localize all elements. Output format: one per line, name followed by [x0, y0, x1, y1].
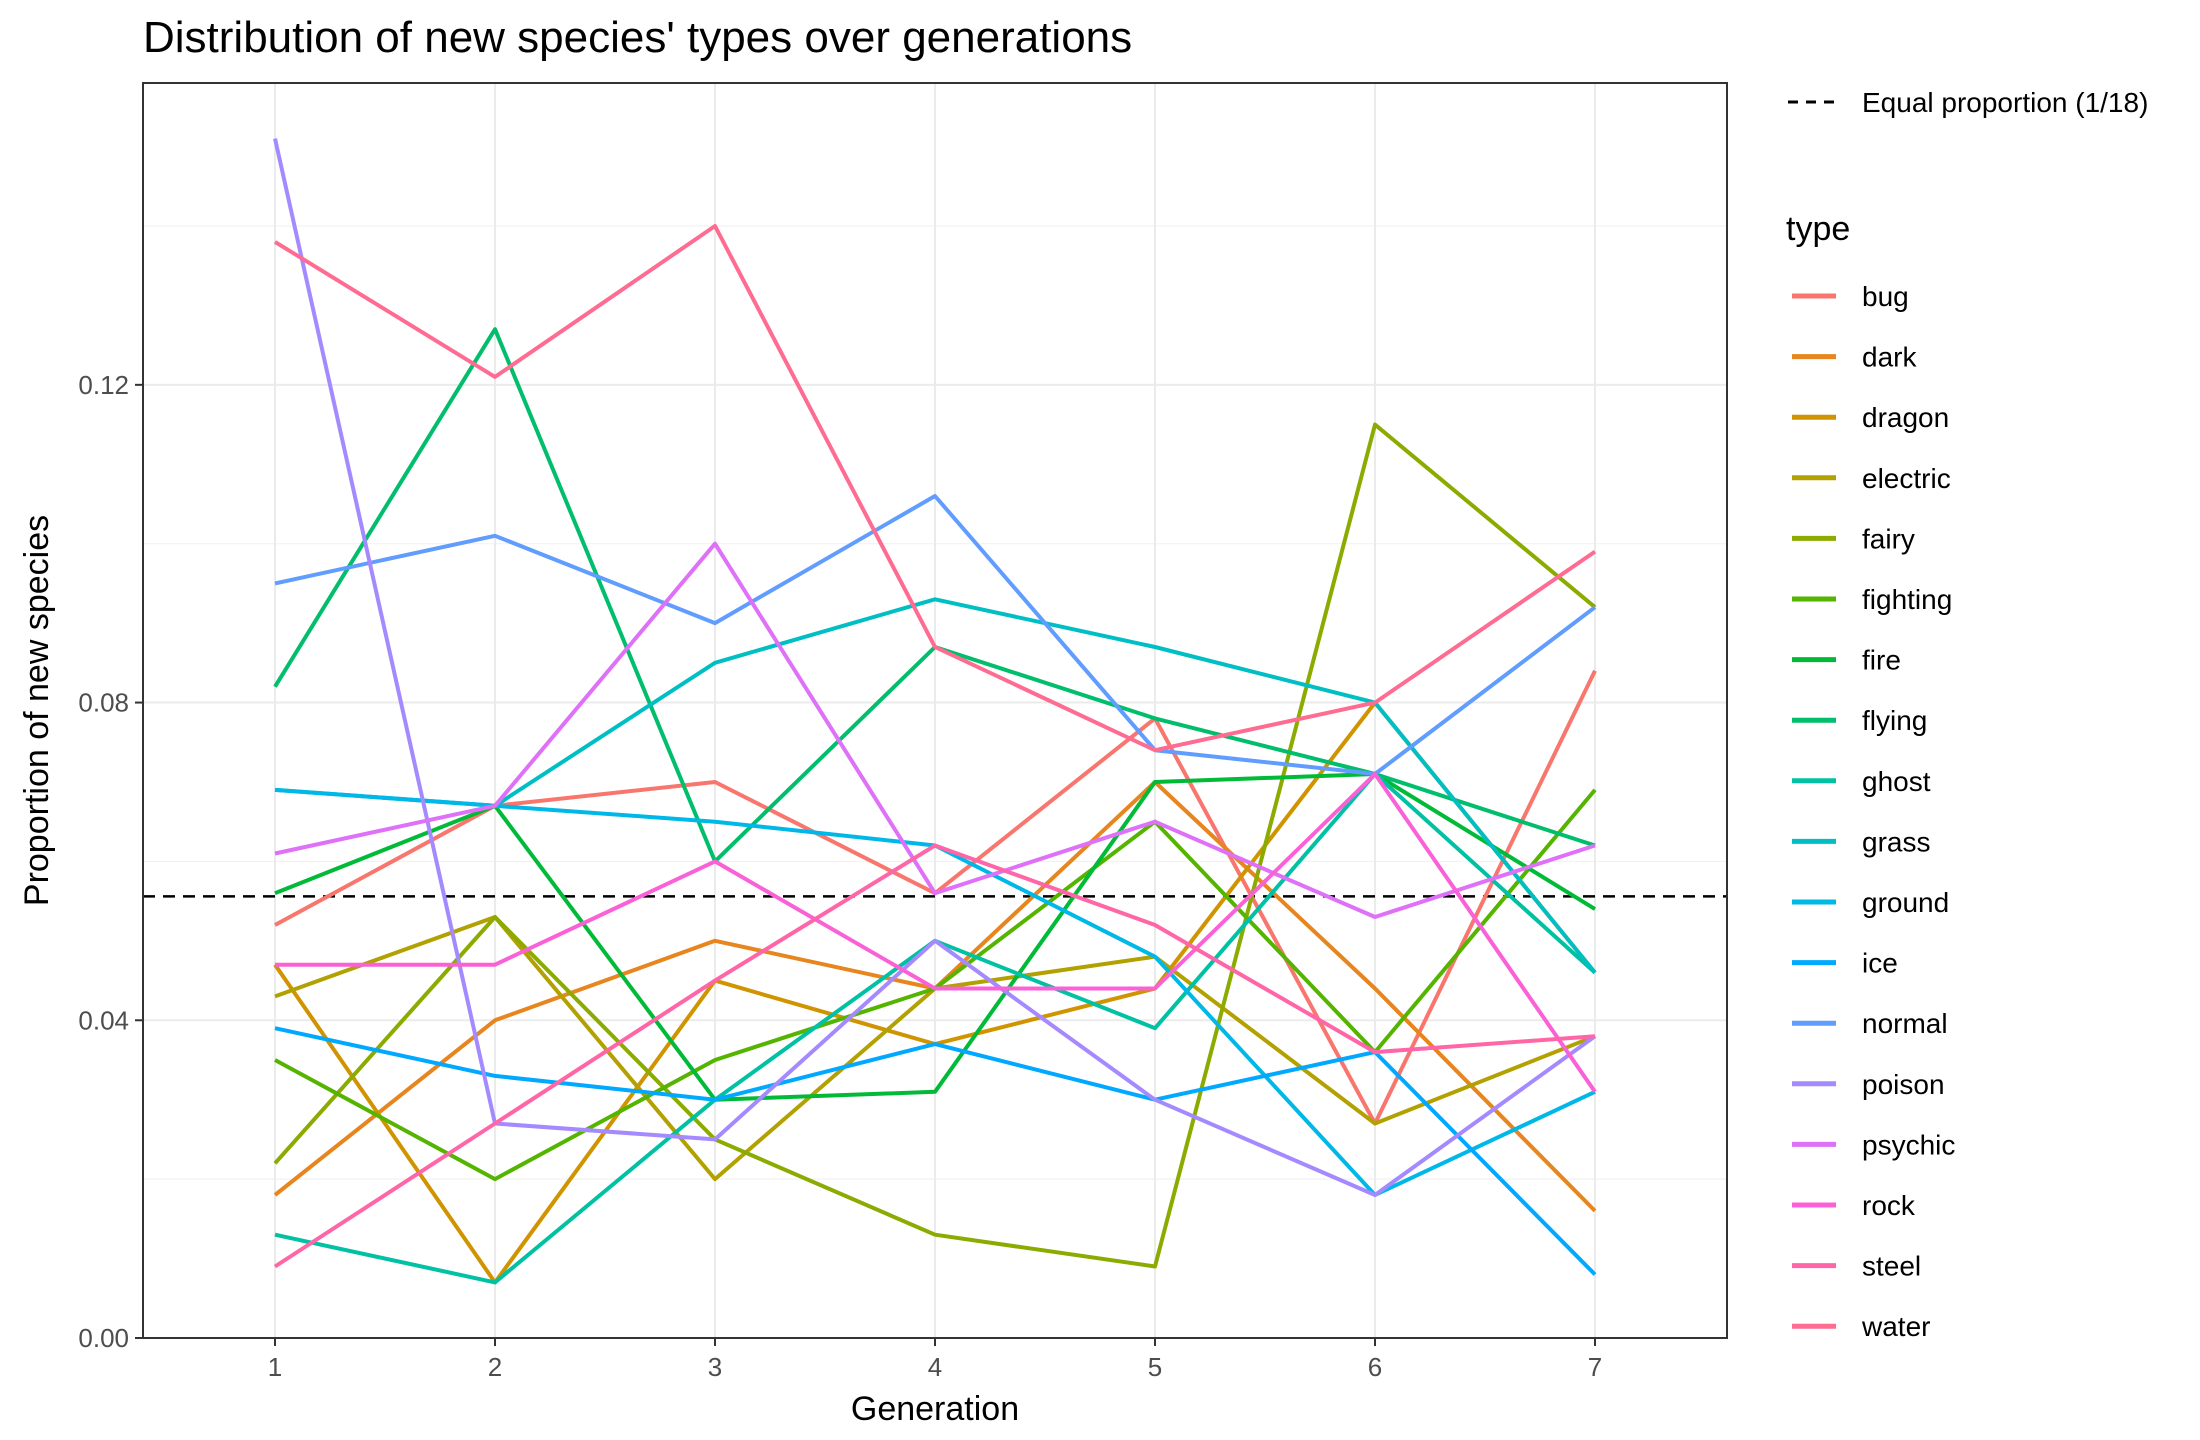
plot-panel	[142, 82, 1728, 1339]
legend-label-grass: grass	[1862, 826, 1930, 857]
legend: Equal proportion (1/18) type bug dark drag…	[1786, 87, 2148, 1342]
x-tick-label: 5	[1148, 1352, 1162, 1382]
legend-reference-line: Equal proportion (1/18)	[1788, 87, 2148, 118]
series-line-psychic	[274, 541, 1596, 919]
chart-title: Distribution of new species' types over …	[143, 13, 1132, 62]
series-line-fairy	[273, 422, 1597, 1269]
legend-label-electric: electric	[1862, 463, 1951, 494]
series-line-steel	[273, 843, 1596, 1269]
y-tick-label: 0.04	[78, 1005, 129, 1035]
series-line-water	[273, 224, 1597, 753]
legend-title: type	[1786, 210, 1850, 248]
x-axis: 1 2 3 4 5 6 7	[268, 1338, 1602, 1382]
legend-label-rock: rock	[1862, 1190, 1916, 1221]
legend-label-ground: ground	[1862, 887, 1949, 918]
legend-label-fighting: fighting	[1862, 584, 1952, 615]
legend-label-psychic: psychic	[1862, 1129, 1955, 1160]
y-axis: 0.00 0.04 0.08 0.12	[78, 370, 143, 1353]
legend-label-fire: fire	[1862, 645, 1901, 676]
legend-label-dark: dark	[1862, 342, 1917, 373]
series-line-rock	[275, 772, 1597, 1093]
legend-label-ice: ice	[1862, 948, 1898, 979]
legend-label-ghost: ghost	[1862, 766, 1931, 797]
x-tick-label: 2	[488, 1352, 502, 1382]
x-tick-label: 4	[928, 1352, 942, 1382]
legend-label-bug: bug	[1862, 281, 1909, 312]
legend-reference-label: Equal proportion (1/18)	[1862, 87, 2148, 118]
legend-label-dragon: dragon	[1862, 402, 1949, 433]
grid-major	[143, 83, 1727, 1339]
x-tick-label: 7	[1588, 1352, 1602, 1382]
legend-label-fairy: fairy	[1862, 523, 1915, 554]
y-tick-label: 0.08	[78, 688, 129, 718]
x-axis-title: Generation	[851, 1390, 1019, 1428]
y-tick-label: 0.00	[78, 1323, 129, 1353]
legend-label-steel: steel	[1862, 1251, 1921, 1282]
x-tick-label: 1	[268, 1352, 282, 1382]
legend-label-poison: poison	[1862, 1069, 1945, 1100]
legend-label-normal: normal	[1862, 1008, 1948, 1039]
legend-items: bug dark dragon electric fairy fighting fire fl…	[1792, 281, 1955, 1342]
series-layer	[273, 138, 1597, 1285]
x-tick-label: 6	[1368, 1352, 1382, 1382]
y-tick-label: 0.12	[78, 370, 129, 400]
y-axis-title: Proportion of new species	[18, 515, 56, 906]
x-tick-label: 3	[708, 1352, 722, 1382]
legend-label-flying: flying	[1862, 705, 1927, 736]
legend-label-water: water	[1861, 1311, 1930, 1342]
